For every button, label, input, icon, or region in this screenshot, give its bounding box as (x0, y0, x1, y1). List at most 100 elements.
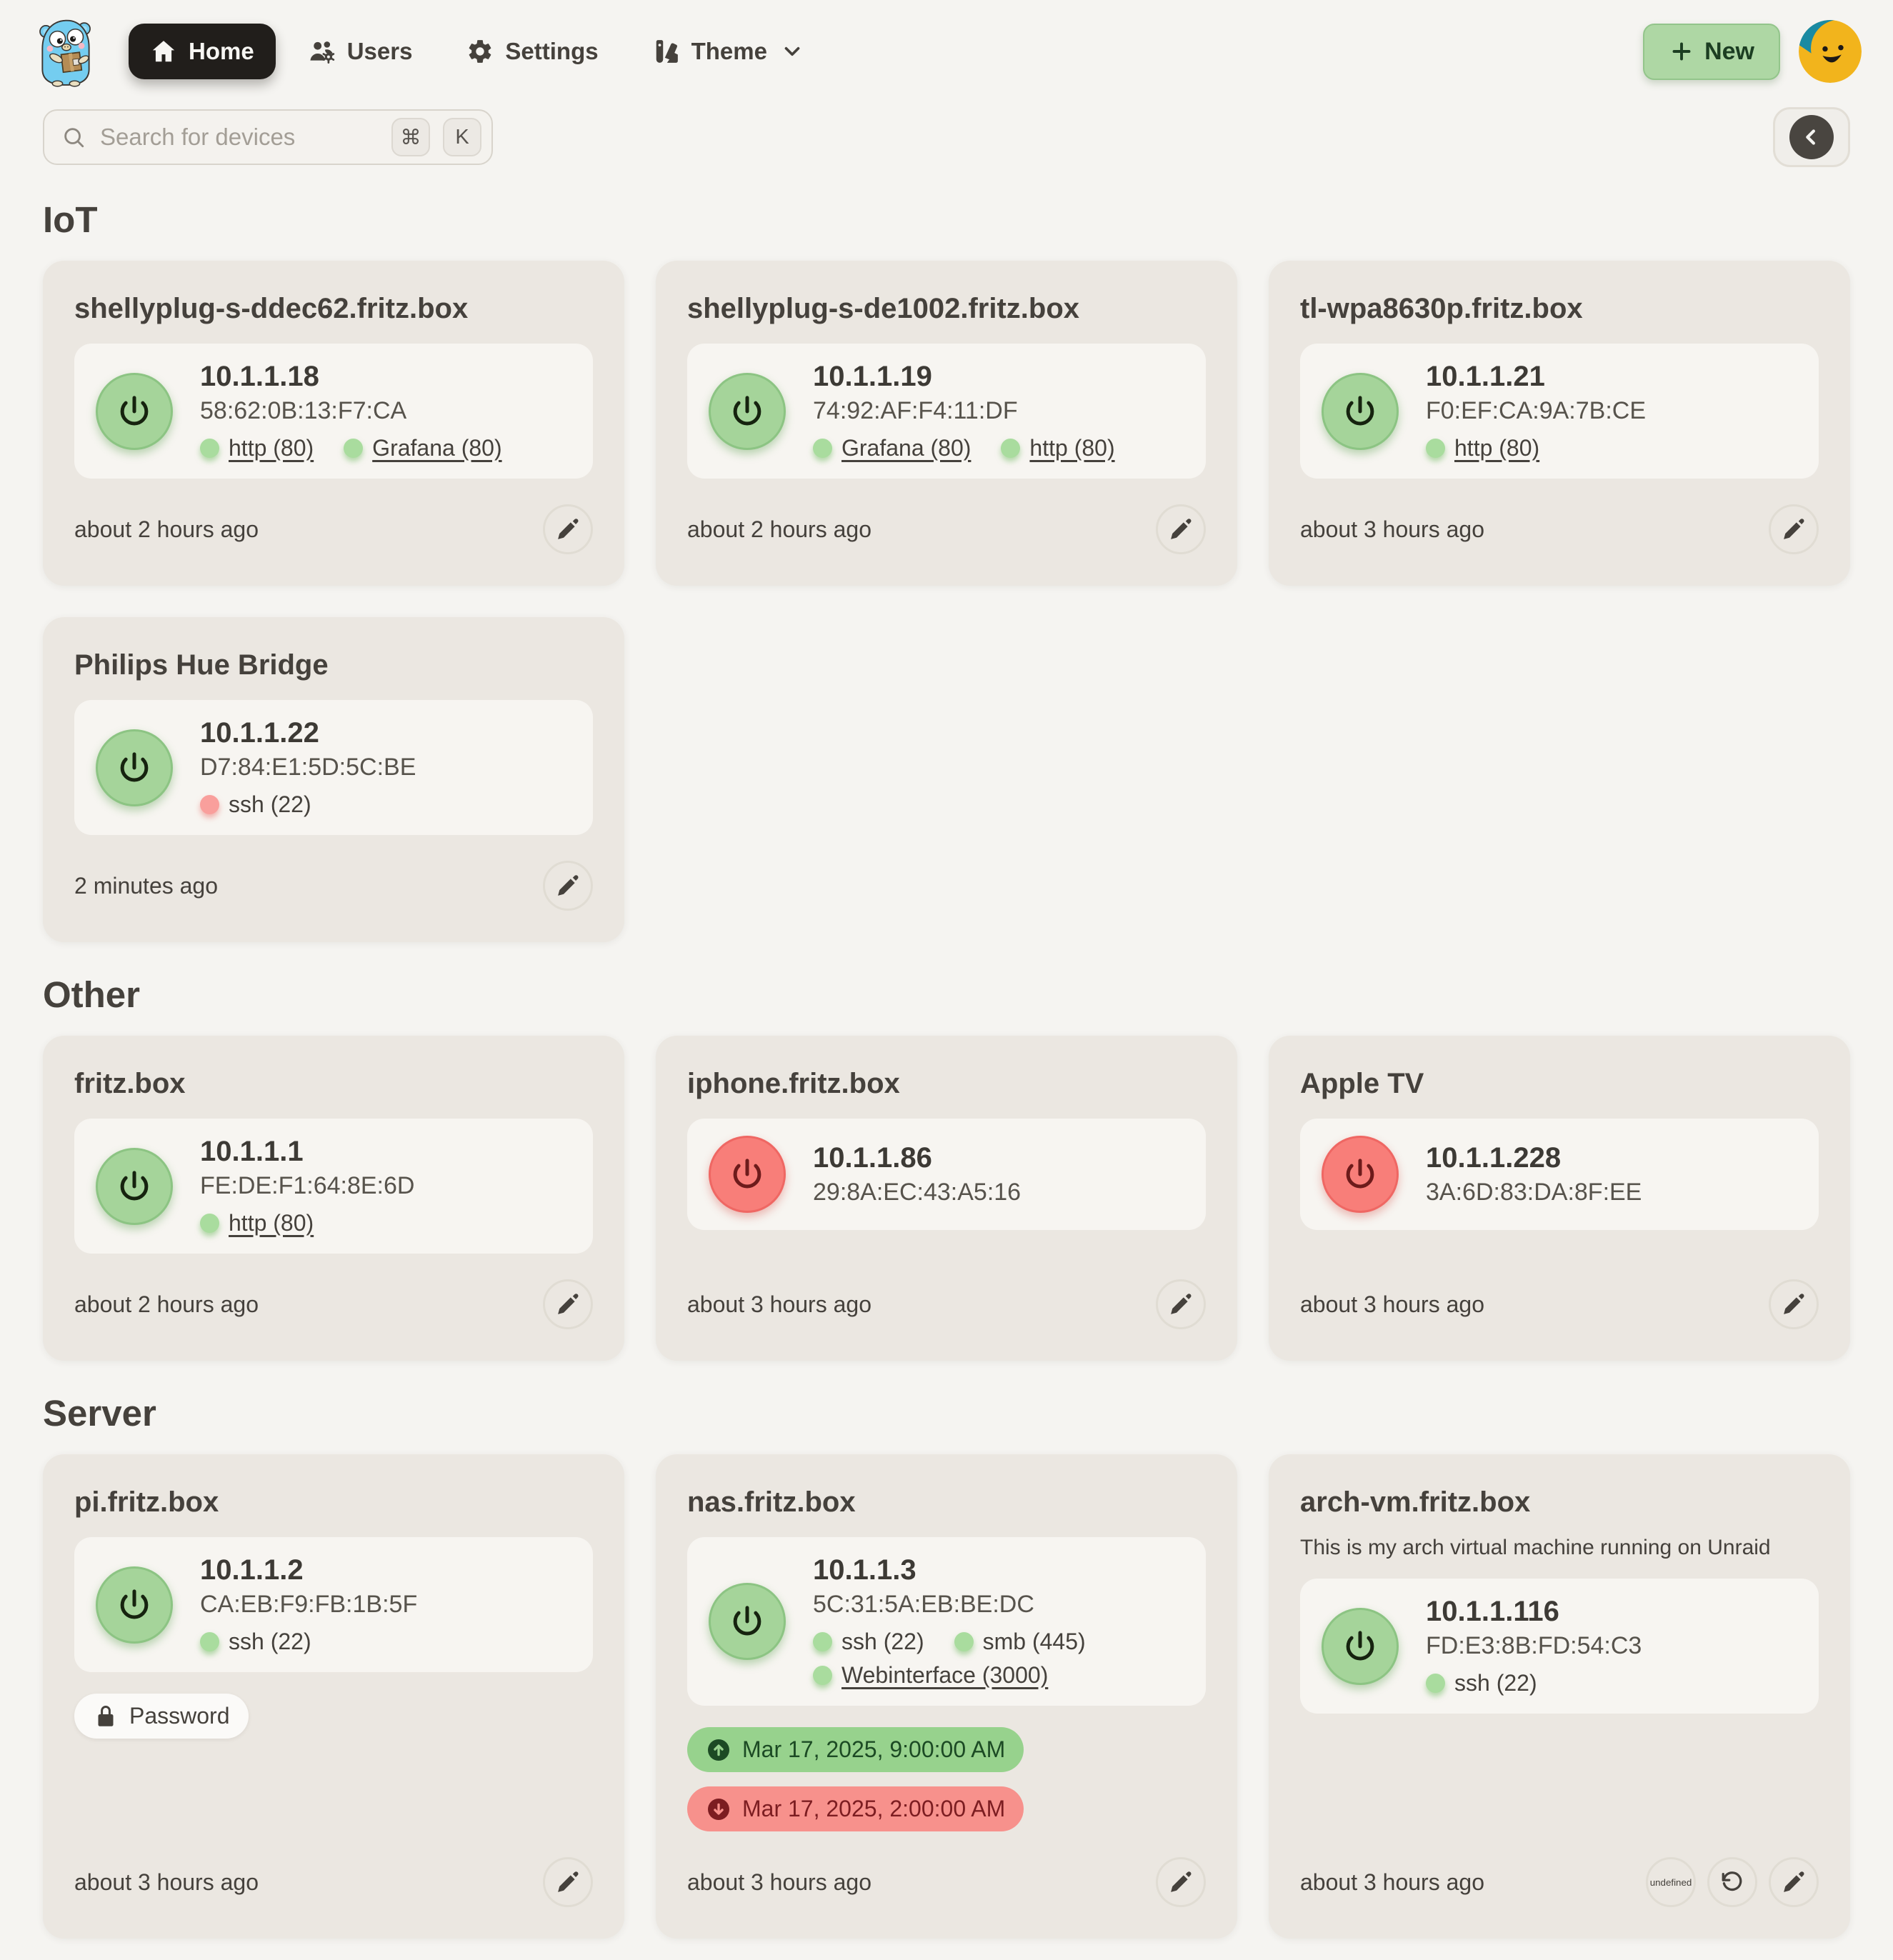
power-on-button[interactable] (96, 1147, 173, 1225)
card-footer: 2 minutes ago (74, 835, 593, 911)
collapse-sidebar-button[interactable] (1773, 107, 1850, 167)
card-footer: about 3 hours ago (74, 1831, 593, 1907)
port-link[interactable]: Webinterface (3000) (813, 1662, 1048, 1689)
port-status-dot (200, 439, 219, 458)
card-actions (1769, 504, 1819, 554)
wake-badge: Mar 17, 2025, 9:00:00 AM (687, 1727, 1024, 1772)
edit-button[interactable] (543, 861, 593, 911)
port-status-dot (1001, 439, 1021, 458)
device-card: fritz.box 10.1.1.1 FE:DE:F1:64:8E:6D http (… (43, 1036, 624, 1361)
password-badge: Password (74, 1694, 249, 1739)
device-description: This is my arch virtual machine running … (1300, 1536, 1771, 1559)
last-seen-timestamp: about 3 hours ago (74, 1869, 259, 1895)
arrow-up-circle-icon (706, 1737, 731, 1763)
card-actions (1769, 1279, 1819, 1329)
kbd-command-key: ⌘ (391, 118, 430, 156)
port-label: http (80) (229, 435, 314, 461)
edit-button[interactable] (1156, 1857, 1206, 1907)
device-info-box: 10.1.1.19 74:92:AF:F4:11:DF Grafana (80) ht… (687, 344, 1206, 479)
nav-item-theme[interactable]: Theme (631, 24, 826, 79)
last-seen-timestamp: about 3 hours ago (687, 1869, 871, 1895)
power-on-button[interactable] (96, 729, 173, 806)
last-seen-timestamp: about 3 hours ago (1300, 1291, 1484, 1317)
device-mac: 5C:31:5A:EB:BE:DC (813, 1591, 1034, 1618)
last-seen-timestamp: about 2 hours ago (687, 516, 871, 542)
edit-button[interactable] (1769, 1279, 1819, 1329)
edit-button[interactable] (543, 1857, 593, 1907)
port-status: ssh (22) (200, 791, 311, 818)
device-ip: 10.1.1.18 (200, 361, 319, 392)
port-link[interactable]: http (80) (1426, 435, 1539, 461)
device-ip: 10.1.1.228 (1426, 1142, 1562, 1174)
port-status: ssh (22) (813, 1629, 924, 1655)
device-ip: 10.1.1.86 (813, 1142, 932, 1174)
device-card: nas.fritz.box 10.1.1.3 5C:31:5A:EB:BE:DC ss… (656, 1454, 1237, 1939)
card-footer: about 3 hours ago (687, 1831, 1206, 1907)
nav-item-users[interactable]: Users (287, 24, 434, 79)
port-link[interactable]: Grafana (80) (344, 435, 502, 461)
device-details: 10.1.1.3 5C:31:5A:EB:BE:DC ssh (22) smb (44… (813, 1554, 1184, 1689)
port-label: ssh (22) (229, 1629, 311, 1654)
power-on-button[interactable] (1322, 372, 1399, 450)
device-name: nas.fritz.box (687, 1486, 856, 1518)
device-card: Apple TV 10.1.1.228 3A:6D:83:DA:8F:EE about… (1269, 1036, 1850, 1361)
device-mac: 58:62:0B:13:F7:CA (200, 397, 407, 424)
new-device-button[interactable]: New (1643, 23, 1780, 80)
restart-button[interactable] (1707, 1857, 1757, 1907)
device-details: 10.1.1.18 58:62:0B:13:F7:CA http (80) Grafa… (200, 361, 502, 461)
edit-button[interactable] (1156, 1279, 1206, 1329)
edit-button[interactable] (1769, 1857, 1819, 1907)
device-card: shellyplug-s-de1002.fritz.box 10.1.1.19 74… (656, 261, 1237, 586)
card-actions: undefined (1646, 1857, 1819, 1907)
power-on-button[interactable] (96, 1566, 173, 1644)
port-list: ssh (22) (1426, 1670, 1642, 1696)
port-label: Grafana (80) (841, 435, 972, 461)
power-on-button[interactable] (1322, 1607, 1399, 1685)
edit-button[interactable] (1769, 504, 1819, 554)
port-link[interactable]: Grafana (80) (813, 435, 971, 461)
user-avatar[interactable] (1799, 20, 1862, 83)
power-off-button[interactable] (709, 1136, 786, 1213)
device-name: shellyplug-s-de1002.fritz.box (687, 293, 1080, 324)
card-footer: about 2 hours ago (74, 479, 593, 554)
section-grid-server: pi.fritz.box 10.1.1.2 CA:EB:F9:FB:1B:5F ssh… (43, 1454, 1850, 1939)
sleep-button[interactable]: undefined (1646, 1857, 1696, 1907)
edit-button[interactable] (543, 1279, 593, 1329)
port-list: http (80) Grafana (80) (200, 435, 502, 461)
device-info-box: 10.1.1.21 F0:EF:CA:9A:7B:CE http (80) (1300, 344, 1819, 479)
port-list: http (80) (1426, 435, 1646, 461)
power-off-button[interactable] (1322, 1136, 1399, 1213)
last-seen-timestamp: about 3 hours ago (687, 1291, 871, 1317)
edit-button[interactable] (1156, 504, 1206, 554)
port-link[interactable]: http (80) (200, 1210, 314, 1236)
device-mac: 29:8A:EC:43:A5:16 (813, 1179, 1022, 1206)
power-on-button[interactable] (709, 372, 786, 450)
search-input[interactable] (99, 123, 379, 151)
port-label: ssh (22) (229, 791, 311, 817)
power-on-button[interactable] (709, 1583, 786, 1660)
nav-item-label: Theme (691, 38, 767, 64)
edit-button[interactable] (543, 504, 593, 554)
nav-item-label: Users (346, 38, 413, 64)
chevron-left-icon (1789, 115, 1834, 159)
port-link[interactable]: http (80) (200, 435, 314, 461)
nav-item-settings[interactable]: Settings (445, 24, 619, 79)
device-info-box: 10.1.1.18 58:62:0B:13:F7:CA http (80) Grafa… (74, 344, 593, 479)
nav-item-home[interactable]: Home (129, 24, 276, 79)
card-actions (543, 861, 593, 911)
device-ip: 10.1.1.3 (813, 1554, 916, 1586)
device-card: iphone.fritz.box 10.1.1.86 29:8A:EC:43:A5:… (656, 1036, 1237, 1361)
device-info-box: 10.1.1.228 3A:6D:83:DA:8F:EE (1300, 1119, 1819, 1230)
device-name: iphone.fritz.box (687, 1068, 900, 1099)
device-mac: FE:DE:F1:64:8E:6D (200, 1172, 415, 1199)
users-gear-icon (309, 38, 336, 65)
section-title-other: Other (43, 974, 141, 1015)
port-list: http (80) (200, 1210, 414, 1236)
arrow-down-circle-icon (706, 1796, 731, 1822)
port-label: smb (445) (982, 1629, 1086, 1654)
chevron-down-icon (780, 39, 804, 64)
card-actions (543, 1279, 593, 1329)
device-ip: 10.1.1.22 (200, 717, 319, 749)
power-on-button[interactable] (96, 372, 173, 450)
port-link[interactable]: http (80) (1001, 435, 1115, 461)
